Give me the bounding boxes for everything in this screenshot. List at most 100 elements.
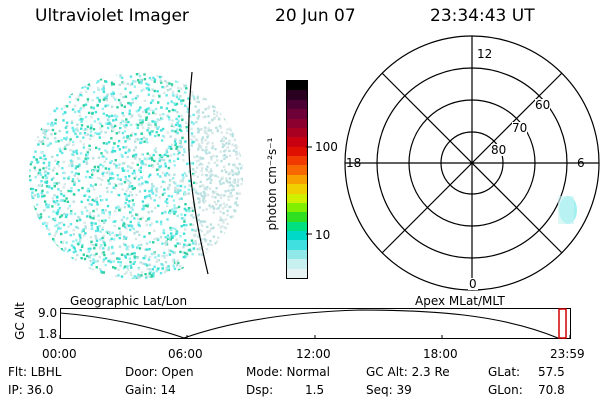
emission-dot: [190, 132, 194, 135]
emission-dot: [176, 157, 180, 160]
emission-dot: [46, 99, 49, 103]
emission-dot: [177, 115, 181, 118]
emission-dot: [223, 194, 226, 197]
emission-dot: [63, 145, 67, 148]
emission-dot: [144, 254, 147, 258]
emission-dot: [116, 193, 120, 196]
emission-dot: [149, 133, 152, 136]
emission-dot: [53, 182, 56, 185]
emission-dot: [169, 238, 172, 241]
emission-dot: [215, 155, 218, 158]
emission-dot: [161, 180, 165, 183]
emission-dot: [224, 137, 227, 140]
emission-dot: [105, 73, 109, 76]
emission-dot: [224, 190, 227, 193]
emission-dot: [96, 132, 99, 136]
emission-dot: [193, 135, 196, 138]
emission-dot: [209, 129, 213, 132]
emission-dot: [54, 140, 58, 143]
emission-dot: [89, 127, 92, 130]
emission-dot: [54, 159, 57, 162]
emission-dot: [219, 210, 222, 213]
emission-dot: [118, 233, 121, 236]
emission-dot: [29, 175, 31, 178]
emission-dot: [39, 127, 42, 131]
emission-dot: [235, 92, 239, 96]
emission-dot: [237, 246, 240, 249]
emission-dot: [54, 74, 57, 78]
emission-dot: [212, 98, 215, 101]
emission-dot: [235, 97, 239, 101]
emission-dot: [83, 274, 86, 277]
emission-dot: [196, 117, 199, 120]
emission-dot: [195, 182, 198, 185]
emission-dot: [135, 110, 138, 113]
emission-dot: [237, 104, 240, 108]
emission-dot: [52, 217, 55, 221]
emission-dot: [122, 82, 125, 85]
emission-dot: [76, 98, 80, 101]
emission-dot: [69, 272, 73, 275]
emission-dot: [197, 111, 200, 115]
emission-dot: [152, 275, 155, 278]
emission-dot: [67, 177, 70, 180]
emission-dot: [185, 174, 188, 177]
emission-dot: [194, 240, 197, 243]
emission-dot: [99, 195, 102, 198]
emission-dot: [44, 181, 47, 184]
emission-dot: [119, 207, 122, 210]
emission-dot: [78, 179, 81, 183]
emission-dot: [34, 273, 37, 277]
emission-dot: [89, 184, 93, 187]
emission-dot: [71, 268, 75, 271]
emission-dot: [136, 123, 140, 127]
emission-dot: [113, 115, 116, 118]
emission-dot: [60, 93, 63, 96]
emission-dot: [105, 95, 109, 98]
emission-dot: [232, 188, 235, 191]
emission-dot: [142, 256, 145, 260]
emission-dot: [227, 195, 230, 198]
emission-dot: [31, 109, 35, 112]
emission-dot: [150, 182, 154, 186]
emission-dot: [177, 145, 180, 148]
emission-dot: [48, 242, 52, 246]
emission-dot: [237, 178, 240, 182]
emission-dot: [182, 148, 186, 151]
emission-dot: [59, 150, 62, 153]
emission-dot: [80, 210, 84, 214]
emission-dot: [112, 220, 115, 223]
emission-dot: [62, 240, 65, 243]
emission-dot: [220, 177, 223, 181]
emission-dot: [232, 163, 235, 167]
emission-dot: [155, 190, 158, 193]
emission-dot: [34, 189, 38, 192]
emission-dot: [90, 240, 93, 243]
emission-dot: [94, 73, 98, 76]
emission-dot: [145, 87, 148, 90]
emission-dot: [106, 204, 110, 208]
emission-dot: [129, 191, 132, 194]
emission-dot: [111, 126, 114, 129]
emission-dot: [240, 266, 243, 269]
emission-dot: [48, 264, 52, 267]
emission-dot: [63, 273, 67, 276]
emission-dot: [215, 207, 219, 211]
emission-dot: [240, 85, 243, 88]
emission-dot: [224, 270, 227, 273]
emission-dot: [114, 118, 118, 121]
emission-dot: [165, 94, 168, 97]
emission-dot: [126, 187, 130, 190]
emission-dot: [182, 276, 186, 279]
emission-dot: [143, 99, 147, 102]
emission-dot: [95, 237, 98, 240]
emission-dot: [73, 110, 77, 114]
emission-dot: [29, 163, 32, 166]
emission-dot: [134, 153, 138, 156]
emission-dot: [231, 132, 235, 135]
emission-dot: [36, 246, 39, 249]
emission-dot: [72, 129, 75, 132]
emission-dot: [175, 128, 179, 131]
emission-dot: [33, 116, 36, 119]
emission-dot: [236, 103, 239, 106]
